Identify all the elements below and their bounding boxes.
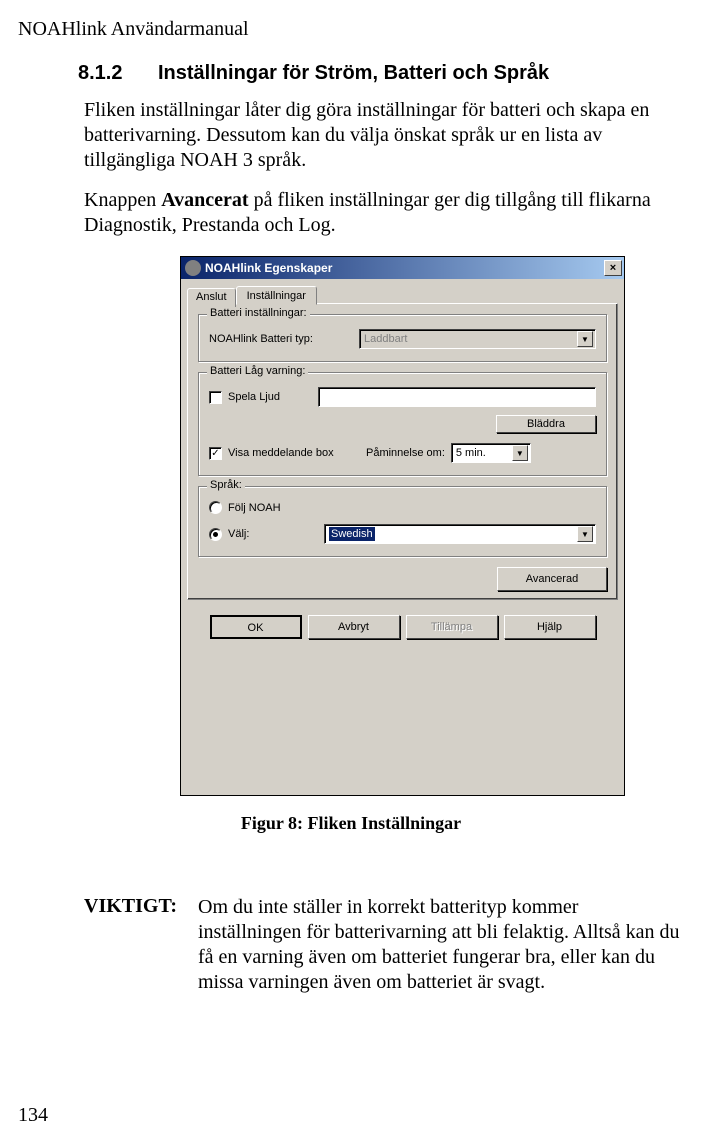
chevron-down-icon: ▼ — [577, 526, 593, 542]
language-combo[interactable]: Swedish ▼ — [324, 524, 596, 544]
group-language-title: Språk: — [207, 479, 245, 491]
page-number: 134 — [18, 1104, 48, 1127]
para2-bold: Avancerat — [161, 189, 248, 211]
follow-noah-radio[interactable] — [209, 501, 222, 514]
tab-settings[interactable]: Inställningar — [236, 286, 317, 305]
cancel-button[interactable]: Avbryt — [308, 615, 400, 639]
radio-dot-icon — [213, 532, 218, 537]
tab-connect[interactable]: Anslut — [187, 288, 236, 307]
browse-button[interactable]: Bläddra — [496, 415, 596, 433]
show-message-label: Visa meddelande box — [228, 447, 366, 459]
choose-lang-label: Välj: — [228, 528, 324, 540]
tab-strip: Anslut Inställningar — [187, 285, 624, 304]
sound-path-input[interactable] — [318, 387, 596, 407]
choose-lang-radio[interactable] — [209, 528, 222, 541]
group-low-warning: Batteri Låg varning: Spela Ljud Bläddra … — [198, 372, 607, 476]
language-value: Swedish — [329, 527, 375, 541]
group-low-warning-title: Batteri Låg varning: — [207, 365, 308, 377]
important-label: VIKTIGT: — [84, 895, 177, 918]
paragraph-1: Fliken inställningar låter dig göra inst… — [84, 98, 680, 173]
window-title: NOAHlink Egenskaper — [205, 261, 332, 275]
reminder-label: Påminnelse om: — [366, 447, 445, 459]
group-battery-title: Batteri inställningar: — [207, 307, 310, 319]
tab-panel: Batteri inställningar: NOAHlink Batteri … — [187, 303, 618, 600]
titlebar: NOAHlink Egenskaper × — [181, 257, 624, 279]
show-message-checkbox[interactable]: ✓ — [209, 447, 222, 460]
play-sound-label: Spela Ljud — [228, 391, 318, 403]
section-title: Inställningar för Ström, Batteri och Spr… — [158, 62, 549, 85]
follow-noah-label: Följ NOAH — [228, 502, 281, 514]
group-battery-settings: Batteri inställningar: NOAHlink Batteri … — [198, 314, 607, 362]
dialog-window: NOAHlink Egenskaper × Anslut Inställning… — [180, 256, 625, 796]
battery-type-value: Laddbart — [364, 333, 407, 345]
chevron-down-icon: ▼ — [512, 445, 528, 461]
section-number: 8.1.2 — [78, 62, 122, 85]
chevron-down-icon: ▼ — [577, 331, 593, 347]
battery-type-label: NOAHlink Batteri typ: — [209, 333, 359, 345]
figure-caption: Figur 8: Fliken Inställningar — [0, 813, 702, 834]
play-sound-checkbox[interactable] — [209, 391, 222, 404]
app-icon — [185, 260, 201, 276]
para2-a: Knappen — [84, 189, 161, 211]
battery-type-combo[interactable]: Laddbart ▼ — [359, 329, 596, 349]
reminder-combo[interactable]: 5 min. ▼ — [451, 443, 531, 463]
paragraph-2: Knappen Avancerat på fliken inställninga… — [84, 188, 680, 238]
dialog-buttons: OK Avbryt Tillämpa Hjälp — [181, 607, 624, 649]
help-button[interactable]: Hjälp — [504, 615, 596, 639]
close-button[interactable]: × — [604, 260, 622, 276]
group-language: Språk: Följ NOAH Välj: Swedish ▼ — [198, 486, 607, 557]
advanced-button[interactable]: Avancerad — [497, 567, 607, 591]
ok-button[interactable]: OK — [210, 615, 302, 639]
apply-button[interactable]: Tillämpa — [406, 615, 498, 639]
reminder-value: 5 min. — [456, 447, 486, 459]
doc-header: NOAHlink Användarmanual — [18, 18, 249, 41]
important-text: Om du inte ställer in korrekt batterityp… — [198, 895, 680, 995]
